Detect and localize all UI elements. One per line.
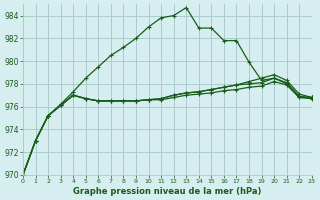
X-axis label: Graphe pression niveau de la mer (hPa): Graphe pression niveau de la mer (hPa)	[73, 187, 261, 196]
